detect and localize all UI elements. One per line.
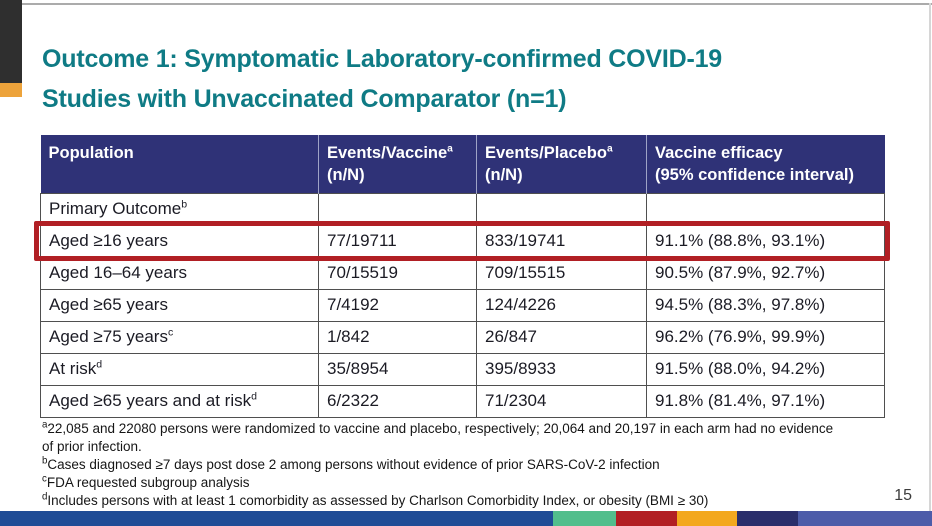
vaccine-cell: 77/19711: [318, 224, 477, 258]
top-divider: [22, 3, 932, 5]
population-cell: Aged ≥65 years: [40, 288, 319, 322]
column-header-3: Events/Placeboa (n/N): [476, 135, 647, 193]
vaccine-cell: 7/4192: [318, 288, 477, 322]
vaccine-cell: [318, 192, 477, 226]
footer-segment-blue: [0, 511, 553, 526]
population-cell: Primary Outcomeb: [40, 192, 319, 226]
footer-segment-dark-navy: [737, 511, 798, 526]
table-row: At riskd 35/8954 395/8933 91.5% (88.0%, 94.…: [40, 352, 885, 386]
efficacy-cell: 94.5% (88.3%, 97.8%): [646, 288, 885, 322]
efficacy-cell: 91.1% (88.8%, 93.1%): [646, 224, 885, 258]
table-row: Aged ≥16 years 77/19711 833/19741 91.1% (88…: [40, 224, 885, 258]
table-row: Aged ≥65 years 7/4192 124/4226 94.5% (88.3%…: [40, 288, 885, 322]
slide-title-line1: Outcome 1: Symptomatic Laboratory-confir…: [42, 44, 723, 73]
placebo-cell: 71/2304: [476, 384, 647, 418]
table-row: Primary Outcomeb: [40, 192, 885, 226]
footnote-b: bCases diagnosed ≥7 days post dose 2 amo…: [42, 455, 660, 472]
page-number: 15: [894, 487, 912, 504]
population-cell: At riskd: [40, 352, 319, 386]
right-divider: [929, 3, 931, 511]
slide-title-line2: Studies with Unvaccinated Comparator (n=…: [42, 84, 567, 113]
footnote-c: cFDA requested subgroup analysis: [42, 473, 250, 490]
column-header-4: Vaccine efficacy (95% confidence interval…: [646, 135, 885, 193]
footer-segment-red: [616, 511, 677, 526]
efficacy-table-wrap: Population Events/Vaccinea (n/N) Events/Pla…: [34, 135, 890, 418]
table-body: Primary Outcomeb Aged ≥16 years 77/19711 83…: [40, 192, 885, 418]
vaccine-cell: 35/8954: [318, 352, 477, 386]
vaccine-cell: 6/2322: [318, 384, 477, 418]
placebo-cell: [476, 192, 647, 226]
efficacy-cell: 91.5% (88.0%, 94.2%): [646, 352, 885, 386]
population-cell: Aged ≥75 yearsc: [40, 320, 319, 354]
footer-bar: [0, 511, 932, 526]
efficacy-cell: 91.8% (81.4%, 97.1%): [646, 384, 885, 418]
table-row: Aged 16–64 years 70/15519 709/15515 90.5% (…: [40, 256, 885, 290]
population-cell: Aged ≥65 years and at riskd: [40, 384, 319, 418]
footnote-a: a22,085 and 22080 persons were randomize…: [42, 419, 834, 454]
vaccine-cell: 70/15519: [318, 256, 477, 290]
placebo-cell: 26/847: [476, 320, 647, 354]
placebo-cell: 124/4226: [476, 288, 647, 322]
placebo-cell: 833/19741: [476, 224, 647, 258]
footnotes: a22,085 and 22080 persons were randomize…: [42, 420, 842, 510]
vaccine-cell: 1/842: [318, 320, 477, 354]
efficacy-cell: [646, 192, 885, 226]
footnote-d: dIncludes persons with at least 1 comorb…: [42, 491, 709, 508]
table-header-row: Population Events/Vaccinea (n/N) Events/Pla…: [40, 135, 885, 193]
placebo-cell: 395/8933: [476, 352, 647, 386]
population-cell: Aged ≥16 years: [40, 224, 319, 258]
column-header-1: Population: [40, 135, 319, 193]
population-cell: Aged 16–64 years: [40, 256, 319, 290]
efficacy-cell: 96.2% (76.9%, 99.9%): [646, 320, 885, 354]
footer-segment-periwinkle: [798, 511, 932, 526]
footer-segment-green: [553, 511, 616, 526]
column-header-2: Events/Vaccinea (n/N): [318, 135, 477, 193]
efficacy-table: Population Events/Vaccinea (n/N) Events/Pla…: [40, 135, 885, 418]
table-row: Aged ≥65 years and at riskd 6/2322 71/2304…: [40, 384, 885, 418]
left-accent-orange-bar: [0, 83, 22, 97]
efficacy-cell: 90.5% (87.9%, 92.7%): [646, 256, 885, 290]
slide-title: Outcome 1: Symptomatic Laboratory-confir…: [42, 39, 892, 119]
footer-segment-orange: [677, 511, 737, 526]
placebo-cell: 709/15515: [476, 256, 647, 290]
table-row: Aged ≥75 yearsc 1/842 26/847 96.2% (76.9%, …: [40, 320, 885, 354]
left-accent-dark-bar: [0, 0, 22, 83]
